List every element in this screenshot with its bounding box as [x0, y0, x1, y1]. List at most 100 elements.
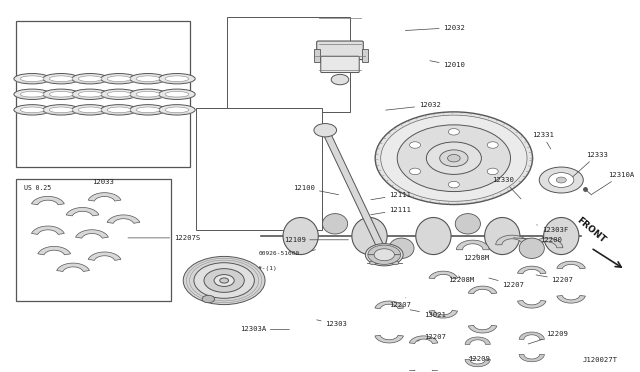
- Text: 12333: 12333: [570, 152, 608, 179]
- Ellipse shape: [389, 238, 414, 259]
- Circle shape: [183, 256, 265, 305]
- FancyBboxPatch shape: [317, 41, 364, 60]
- Ellipse shape: [159, 74, 195, 84]
- Circle shape: [194, 263, 254, 298]
- Ellipse shape: [519, 238, 545, 259]
- Polygon shape: [519, 332, 545, 339]
- Circle shape: [449, 129, 460, 135]
- Text: FRONT: FRONT: [575, 215, 607, 244]
- Polygon shape: [321, 129, 388, 255]
- Circle shape: [487, 168, 498, 174]
- Text: 12207: 12207: [489, 278, 524, 288]
- Polygon shape: [468, 286, 497, 294]
- Polygon shape: [31, 196, 64, 205]
- Circle shape: [487, 142, 498, 148]
- Text: 12330: 12330: [492, 177, 521, 199]
- Ellipse shape: [72, 74, 108, 84]
- Bar: [196, 108, 322, 231]
- Text: 12208M: 12208M: [463, 254, 489, 261]
- Text: 12109: 12109: [284, 237, 348, 243]
- Bar: [17, 179, 171, 301]
- Text: 12111: 12111: [371, 207, 411, 215]
- Polygon shape: [557, 295, 586, 303]
- Ellipse shape: [165, 92, 189, 97]
- Ellipse shape: [136, 92, 160, 97]
- Circle shape: [410, 168, 420, 174]
- Ellipse shape: [20, 107, 44, 113]
- Text: 12207: 12207: [389, 298, 411, 308]
- Ellipse shape: [416, 218, 451, 254]
- Bar: [17, 21, 189, 167]
- Ellipse shape: [159, 89, 195, 99]
- Polygon shape: [519, 355, 545, 362]
- Polygon shape: [496, 235, 529, 245]
- Ellipse shape: [107, 92, 131, 97]
- Ellipse shape: [136, 107, 160, 113]
- Circle shape: [204, 269, 244, 292]
- Polygon shape: [31, 226, 64, 234]
- Text: 12100: 12100: [294, 185, 339, 195]
- Ellipse shape: [49, 76, 73, 81]
- Polygon shape: [410, 336, 438, 343]
- Text: 12209: 12209: [468, 356, 490, 362]
- Ellipse shape: [78, 76, 102, 81]
- Ellipse shape: [78, 92, 102, 97]
- Text: 12310A: 12310A: [592, 172, 635, 194]
- Ellipse shape: [72, 89, 108, 99]
- Polygon shape: [429, 271, 458, 279]
- Bar: [227, 17, 350, 112]
- Ellipse shape: [543, 218, 579, 254]
- Ellipse shape: [136, 76, 160, 81]
- Circle shape: [548, 173, 574, 187]
- Ellipse shape: [484, 218, 520, 254]
- Polygon shape: [368, 255, 401, 264]
- Circle shape: [331, 74, 349, 85]
- Polygon shape: [375, 301, 403, 309]
- Ellipse shape: [43, 89, 79, 99]
- Text: 12207: 12207: [536, 275, 573, 283]
- Ellipse shape: [49, 107, 73, 113]
- Text: 12303: 12303: [317, 320, 347, 327]
- Ellipse shape: [100, 105, 137, 115]
- Ellipse shape: [43, 74, 79, 84]
- Circle shape: [392, 261, 399, 265]
- Polygon shape: [88, 252, 121, 260]
- Circle shape: [449, 182, 460, 188]
- Ellipse shape: [72, 105, 108, 115]
- Ellipse shape: [107, 107, 131, 113]
- Circle shape: [375, 112, 532, 205]
- Circle shape: [365, 244, 403, 266]
- Text: 12303A: 12303A: [240, 327, 289, 333]
- Circle shape: [397, 125, 511, 192]
- Text: 12303F: 12303F: [537, 225, 568, 233]
- Ellipse shape: [130, 74, 166, 84]
- Polygon shape: [375, 336, 403, 343]
- Ellipse shape: [100, 89, 137, 99]
- Circle shape: [440, 150, 468, 167]
- Text: 12010: 12010: [430, 61, 465, 68]
- Text: J120027T: J120027T: [582, 357, 618, 363]
- Ellipse shape: [20, 92, 44, 97]
- Text: 12033: 12033: [92, 179, 114, 185]
- Circle shape: [381, 115, 527, 201]
- Polygon shape: [66, 208, 99, 216]
- Ellipse shape: [352, 218, 387, 254]
- Polygon shape: [465, 359, 490, 367]
- Ellipse shape: [455, 214, 481, 234]
- Polygon shape: [530, 238, 563, 248]
- Circle shape: [220, 278, 228, 283]
- Text: 12208M: 12208M: [448, 276, 474, 283]
- Ellipse shape: [165, 76, 189, 81]
- Ellipse shape: [159, 105, 195, 115]
- Text: #-(1): #-(1): [259, 266, 277, 271]
- Polygon shape: [429, 311, 458, 318]
- Ellipse shape: [43, 105, 79, 115]
- Ellipse shape: [14, 74, 51, 84]
- Text: 12207S: 12207S: [128, 235, 200, 241]
- Polygon shape: [518, 266, 546, 274]
- Ellipse shape: [78, 107, 102, 113]
- Circle shape: [202, 295, 214, 303]
- Ellipse shape: [283, 218, 318, 254]
- Ellipse shape: [20, 76, 44, 81]
- Polygon shape: [456, 240, 489, 250]
